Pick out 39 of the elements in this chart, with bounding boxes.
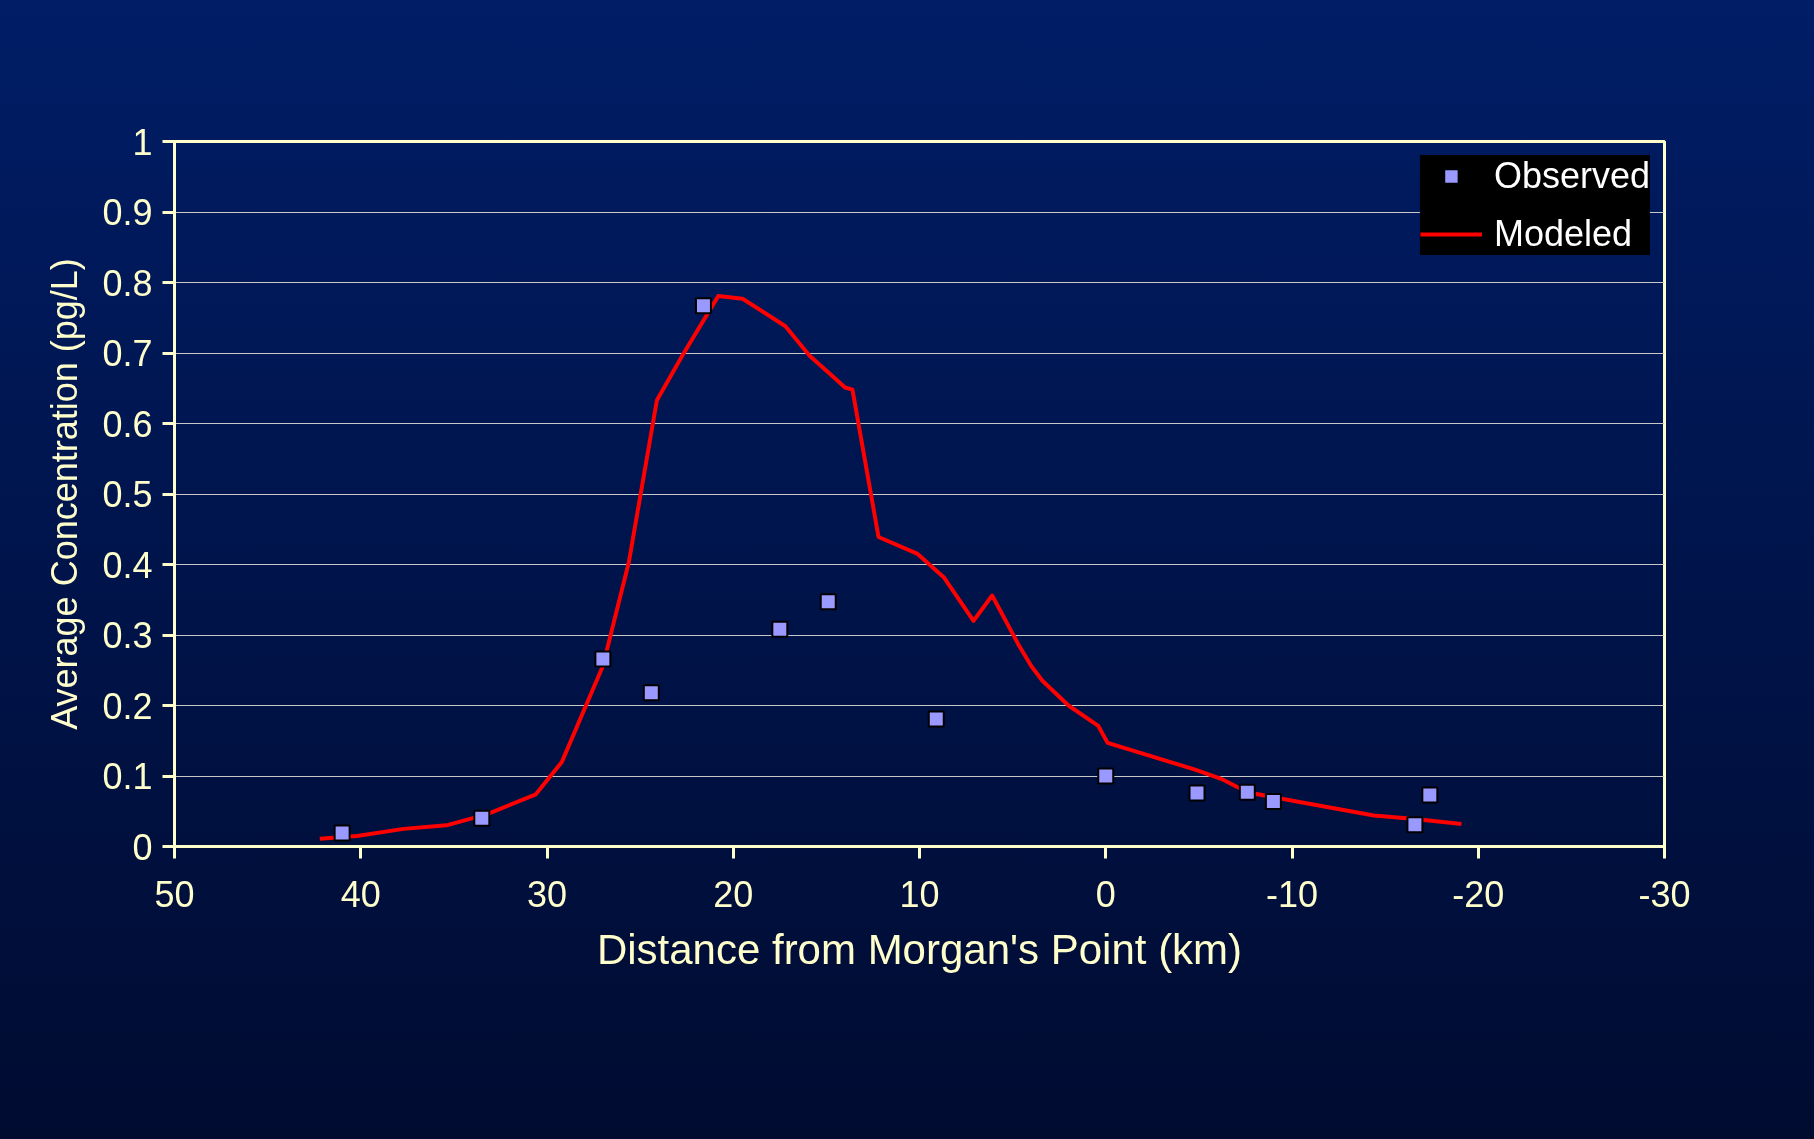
x-tick-label: 30 (526, 873, 568, 915)
y-tick-label: 0.4 (102, 544, 153, 586)
x-tick-label: -20 (1452, 873, 1505, 915)
point (927, 710, 945, 728)
legend-label: Observed (1493, 155, 1650, 197)
point (1238, 783, 1256, 801)
point (333, 824, 351, 842)
x-tick-label: 50 (154, 873, 195, 915)
point (642, 684, 660, 702)
y-tick-label: 0.6 (102, 403, 153, 445)
x-tick-label: 20 (713, 873, 754, 915)
point (1097, 767, 1115, 785)
y-tick-label: 0.7 (102, 333, 153, 374)
point (594, 650, 612, 668)
y-tick-label: 0 (132, 826, 153, 868)
y-tick-label: 0.9 (102, 192, 153, 233)
point (1264, 792, 1282, 810)
x-tick-label: -30 (1638, 873, 1691, 915)
y-axis-title: Average Concentration (pg/L) (44, 258, 86, 730)
x-tick-label: 40 (340, 873, 381, 915)
x-tick-label: 10 (899, 873, 940, 915)
y-tick-label: 0.8 (102, 262, 153, 304)
y-tick-label: 0.3 (102, 615, 153, 656)
point (1421, 786, 1439, 804)
y-tick-label: 0.2 (102, 685, 153, 727)
point (1188, 784, 1206, 802)
point (771, 620, 789, 638)
y-tick-label: 1 (132, 121, 153, 163)
line-series (317, 293, 1464, 841)
point (1406, 816, 1424, 834)
legend-label: Modeled (1493, 213, 1633, 255)
point (473, 809, 491, 827)
x-tick-label: 0 (1095, 873, 1116, 915)
x-tick-label: -10 (1265, 873, 1319, 915)
y-tick-label: 0.5 (102, 474, 153, 515)
point (694, 297, 712, 315)
point (819, 593, 837, 611)
y-tick-label: 0.1 (102, 756, 153, 797)
x-axis-title: Distance from Morgan's Point (km) (596, 925, 1243, 973)
